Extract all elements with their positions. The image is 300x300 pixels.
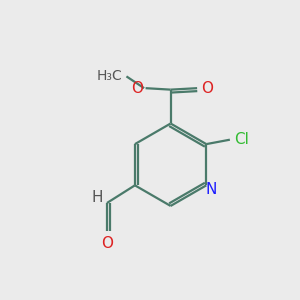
Text: O: O (101, 236, 113, 251)
Text: Cl: Cl (234, 132, 249, 147)
Text: H₃C: H₃C (96, 69, 122, 83)
Text: H: H (92, 190, 103, 205)
Text: O: O (201, 81, 213, 96)
Text: N: N (205, 182, 216, 197)
Text: O: O (131, 81, 143, 96)
